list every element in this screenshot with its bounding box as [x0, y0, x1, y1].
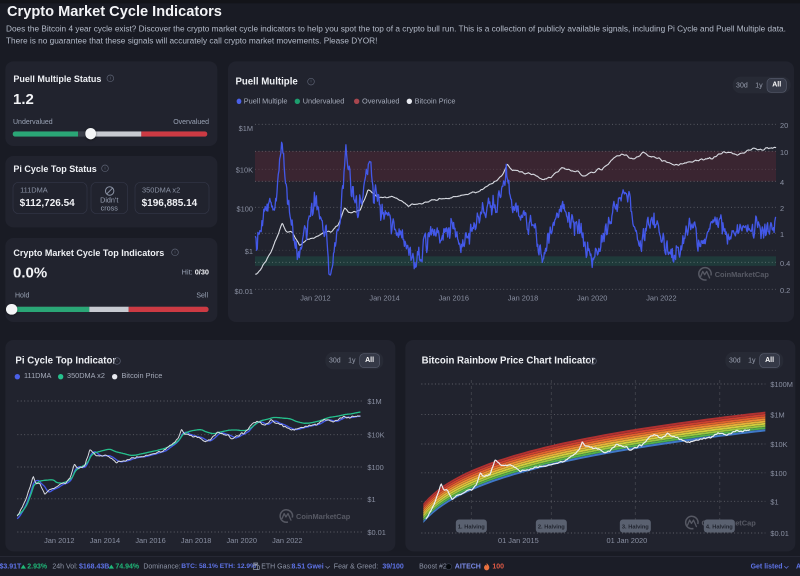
svg-text:Jan 2012: Jan 2012 [300, 293, 330, 302]
svg-text:Jan 2016: Jan 2016 [135, 536, 165, 545]
svg-text:$1M: $1M [239, 124, 253, 133]
svg-text:1: 1 [780, 230, 784, 239]
svg-text:$1: $1 [367, 495, 375, 504]
svg-text:$100M: $100M [770, 380, 793, 389]
svg-text:4: 4 [780, 178, 784, 187]
svg-text:CoinMarketCap: CoinMarketCap [715, 270, 770, 279]
svg-text:Jan 2012: Jan 2012 [44, 536, 74, 545]
svg-text:Jan 2020: Jan 2020 [577, 293, 607, 302]
svg-text:$100: $100 [237, 204, 253, 213]
svg-text:$100: $100 [770, 469, 786, 478]
svg-text:$1M: $1M [770, 410, 784, 419]
svg-text:$0.01: $0.01 [235, 287, 254, 296]
svg-text:4. Halving: 4. Halving [706, 525, 733, 531]
svg-text:Jan 2022: Jan 2022 [272, 536, 302, 545]
svg-text:10: 10 [780, 148, 788, 157]
svg-text:$10K: $10K [236, 165, 253, 174]
svg-text:$1M: $1M [367, 397, 381, 406]
svg-text:$0.01: $0.01 [770, 529, 789, 538]
svg-text:1. Halving: 1. Halving [458, 525, 485, 531]
svg-text:0.4: 0.4 [780, 259, 790, 268]
svg-text:Jan 2014: Jan 2014 [89, 536, 119, 545]
svg-text:Jan 2022: Jan 2022 [646, 293, 676, 302]
svg-text:$10K: $10K [770, 440, 787, 449]
svg-text:$10K: $10K [367, 431, 384, 440]
svg-text:CoinMarketCap: CoinMarketCap [296, 512, 351, 521]
svg-text:$1: $1 [770, 497, 778, 506]
svg-text:20: 20 [780, 121, 788, 130]
svg-text:2: 2 [780, 204, 784, 213]
svg-text:Jan 2020: Jan 2020 [226, 536, 256, 545]
svg-text:Jan 2018: Jan 2018 [508, 293, 538, 302]
svg-text:3. Halving: 3. Halving [622, 525, 649, 531]
svg-text:0.2: 0.2 [780, 286, 790, 295]
svg-text:2. Halving: 2. Halving [538, 525, 565, 531]
svg-text:$0.01: $0.01 [367, 528, 386, 537]
svg-text:$1: $1 [245, 247, 253, 256]
svg-text:01 Jan 2015: 01 Jan 2015 [498, 536, 539, 545]
svg-text:$100: $100 [367, 463, 383, 472]
svg-text:Jan 2018: Jan 2018 [181, 536, 211, 545]
svg-text:01 Jan 2020: 01 Jan 2020 [606, 536, 647, 545]
svg-text:Jan 2016: Jan 2016 [439, 293, 469, 302]
svg-text:Jan 2014: Jan 2014 [369, 293, 399, 302]
